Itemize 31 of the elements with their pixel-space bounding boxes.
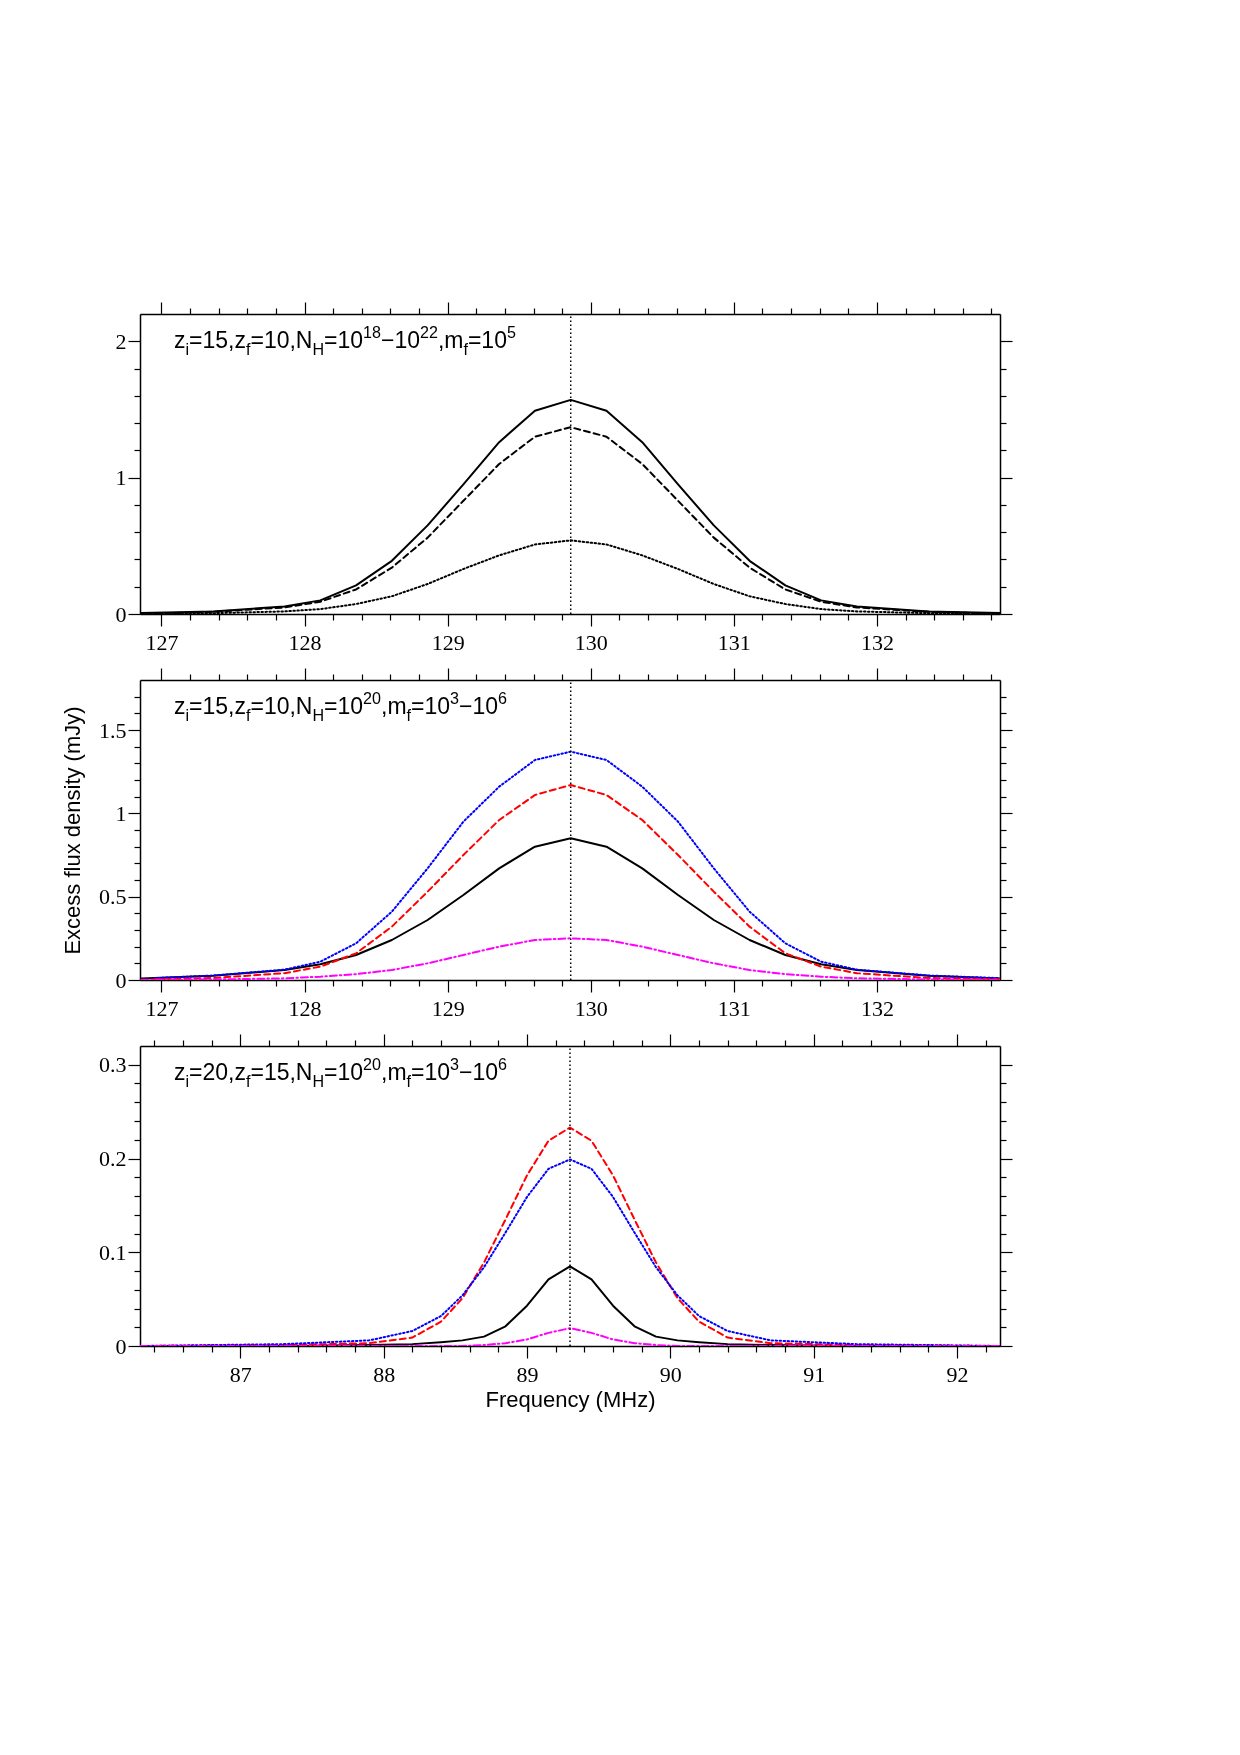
x-tick-label: 90 — [659, 1361, 682, 1387]
y-axis-title: Excess flux density (mJy) — [60, 706, 85, 955]
x-tick-label: 130 — [574, 995, 608, 1021]
x-tick-label: 130 — [574, 629, 608, 655]
x-tick-label: 129 — [431, 629, 465, 655]
x-tick-label: 91 — [803, 1361, 826, 1387]
y-tick-label: 1 — [115, 800, 127, 826]
x-tick-label: 87 — [229, 1361, 252, 1387]
x-tick-label: 127 — [145, 629, 179, 655]
x-tick-label: 127 — [145, 995, 179, 1021]
x-tick-label: 129 — [431, 995, 465, 1021]
x-tick-label: 131 — [717, 995, 751, 1021]
x-tick-label: 132 — [860, 629, 894, 655]
y-tick-label: 0 — [115, 967, 127, 993]
x-tick-label: 92 — [946, 1361, 969, 1387]
x-tick-label: 89 — [516, 1361, 539, 1387]
y-tick-label: 0.2 — [99, 1146, 127, 1171]
x-tick-label: 88 — [373, 1361, 396, 1387]
y-tick-label: 0.5 — [99, 884, 127, 910]
y-tick-label: 0 — [115, 601, 127, 627]
y-tick-label: 0.3 — [99, 1052, 127, 1078]
y-tick-label: 1.5 — [99, 717, 127, 743]
x-tick-label: 128 — [288, 995, 322, 1021]
y-tick-label: 2 — [115, 328, 127, 354]
x-axis-title: Frequency (MHz) — [485, 1386, 656, 1412]
x-tick-label: 132 — [860, 995, 894, 1021]
y-tick-label: 1 — [115, 465, 127, 491]
x-tick-label: 128 — [288, 629, 322, 655]
x-tick-label: 131 — [717, 629, 751, 655]
y-tick-label: 0 — [115, 1333, 127, 1359]
y-tick-label: 0.1 — [99, 1239, 127, 1265]
